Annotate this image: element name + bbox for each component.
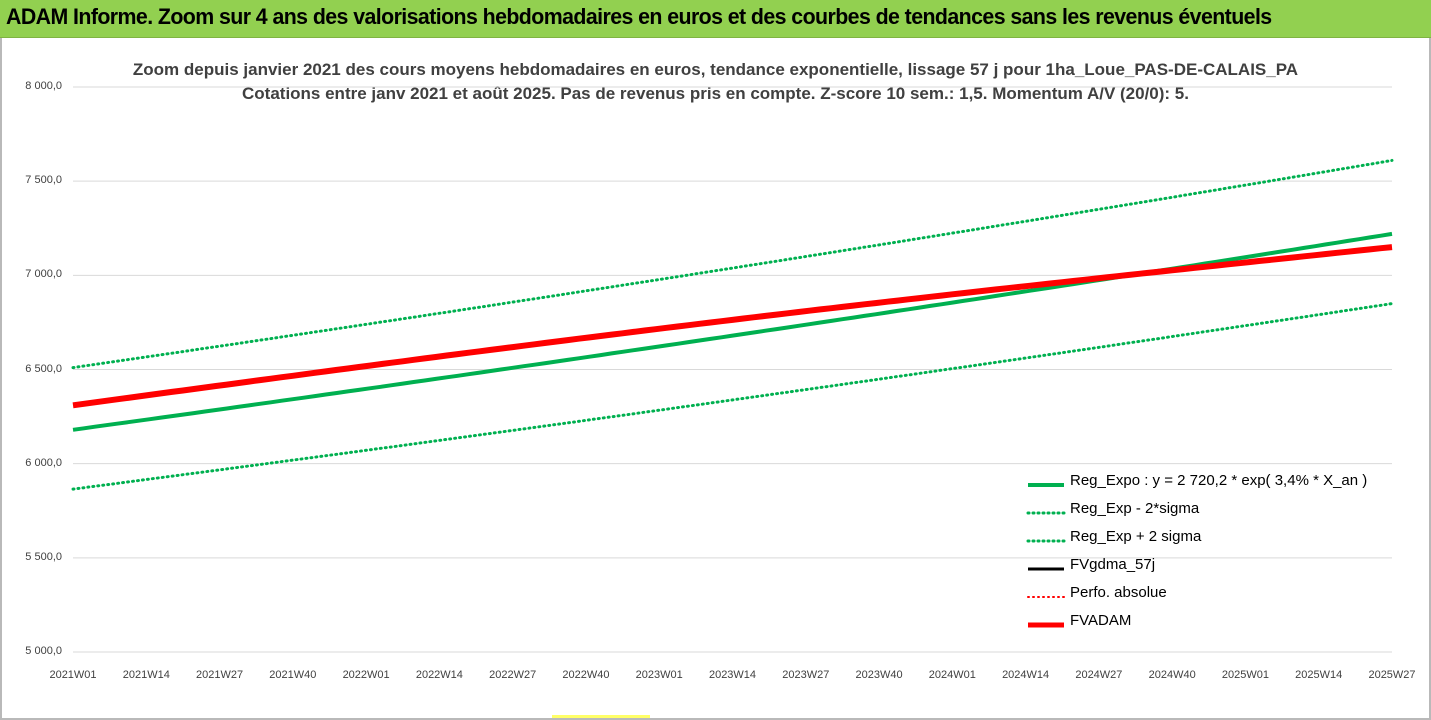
chart-frame	[0, 38, 1431, 720]
report-title: ADAM Informe. Zoom sur 4 ans des valoris…	[6, 4, 1272, 29]
y-tick-label: 7 500,0	[25, 174, 62, 187]
legend-item: Reg_Exp - 2*sigma	[1022, 496, 1382, 524]
x-tick-label: 2022W01	[342, 669, 390, 681]
x-tick-label: 2024W01	[928, 669, 976, 681]
legend-item: Perfo. absolue	[1022, 580, 1382, 608]
x-tick-label: 2021W40	[269, 669, 317, 681]
legend-label: FVADAM	[1070, 612, 1132, 629]
y-tick-label: 6 000,0	[25, 456, 62, 469]
series-line	[72, 244, 1393, 409]
x-tick-label: 2021W14	[122, 669, 170, 681]
report-banner: ADAM Informe. Zoom sur 4 ans des valoris…	[0, 0, 1431, 38]
legend-label: Perfo. absolue	[1070, 584, 1167, 601]
x-tick-label: 2024W27	[1075, 669, 1123, 681]
bottom-marker	[552, 715, 650, 718]
legend-label: Reg_Exp + 2 sigma	[1070, 528, 1202, 545]
y-tick-label: 7 000,0	[25, 268, 62, 281]
chart-legend: Reg_Expo : y = 2 720,2 * exp( 3,4% * X_a…	[1022, 468, 1382, 636]
legend-swatch	[1028, 483, 1064, 487]
legend-swatch	[1026, 539, 1066, 543]
x-tick-label: 2025W14	[1295, 669, 1343, 681]
x-tick-label: 2023W14	[708, 669, 757, 681]
legend-swatch	[1028, 622, 1064, 628]
x-tick-label: 2022W14	[415, 669, 463, 681]
x-tick-label: 2024W14	[1002, 669, 1050, 681]
chart-title: Zoom depuis janvier 2021 des cours moyen…	[132, 60, 1299, 79]
x-tick-label: 2023W27	[782, 669, 830, 681]
x-tick-label: 2025W01	[1221, 669, 1269, 681]
legend-label: FVgdma_57j	[1070, 556, 1156, 573]
legend-swatch	[1028, 567, 1064, 571]
y-tick-label: 6 500,0	[25, 362, 62, 375]
series-line	[71, 158, 1394, 370]
series-line	[71, 302, 1394, 491]
x-tick-label: 2024W40	[1148, 669, 1196, 681]
legend-item: FVADAM	[1022, 608, 1382, 636]
y-tick-label: 5 000,0	[25, 645, 62, 657]
legend-item: Reg_Exp + 2 sigma	[1022, 524, 1382, 552]
x-tick-label: 2023W40	[855, 669, 903, 681]
legend-item: Reg_Expo : y = 2 720,2 * exp( 3,4% * X_a…	[1022, 468, 1382, 496]
x-tick-label: 2025W27	[1368, 669, 1416, 681]
legend-label: Reg_Exp - 2*sigma	[1070, 500, 1200, 517]
x-tick-label: 2023W01	[635, 669, 683, 681]
legend-swatch	[1026, 511, 1066, 515]
legend-item: FVgdma_57j	[1022, 552, 1382, 580]
x-tick-label: 2022W27	[489, 669, 537, 681]
legend-label: Reg_Expo : y = 2 720,2 * exp( 3,4% * X_a…	[1070, 472, 1368, 489]
x-tick-label: 2021W27	[196, 669, 244, 681]
y-tick-label: 8 000,0	[25, 80, 62, 92]
legend-swatch	[1027, 596, 1065, 598]
x-tick-label: 2021W01	[49, 669, 97, 681]
chart-subtitle: Cotations entre janv 2021 et août 2025. …	[242, 84, 1189, 103]
y-tick-label: 5 500,0	[25, 550, 62, 563]
x-tick-label: 2022W40	[562, 669, 610, 681]
